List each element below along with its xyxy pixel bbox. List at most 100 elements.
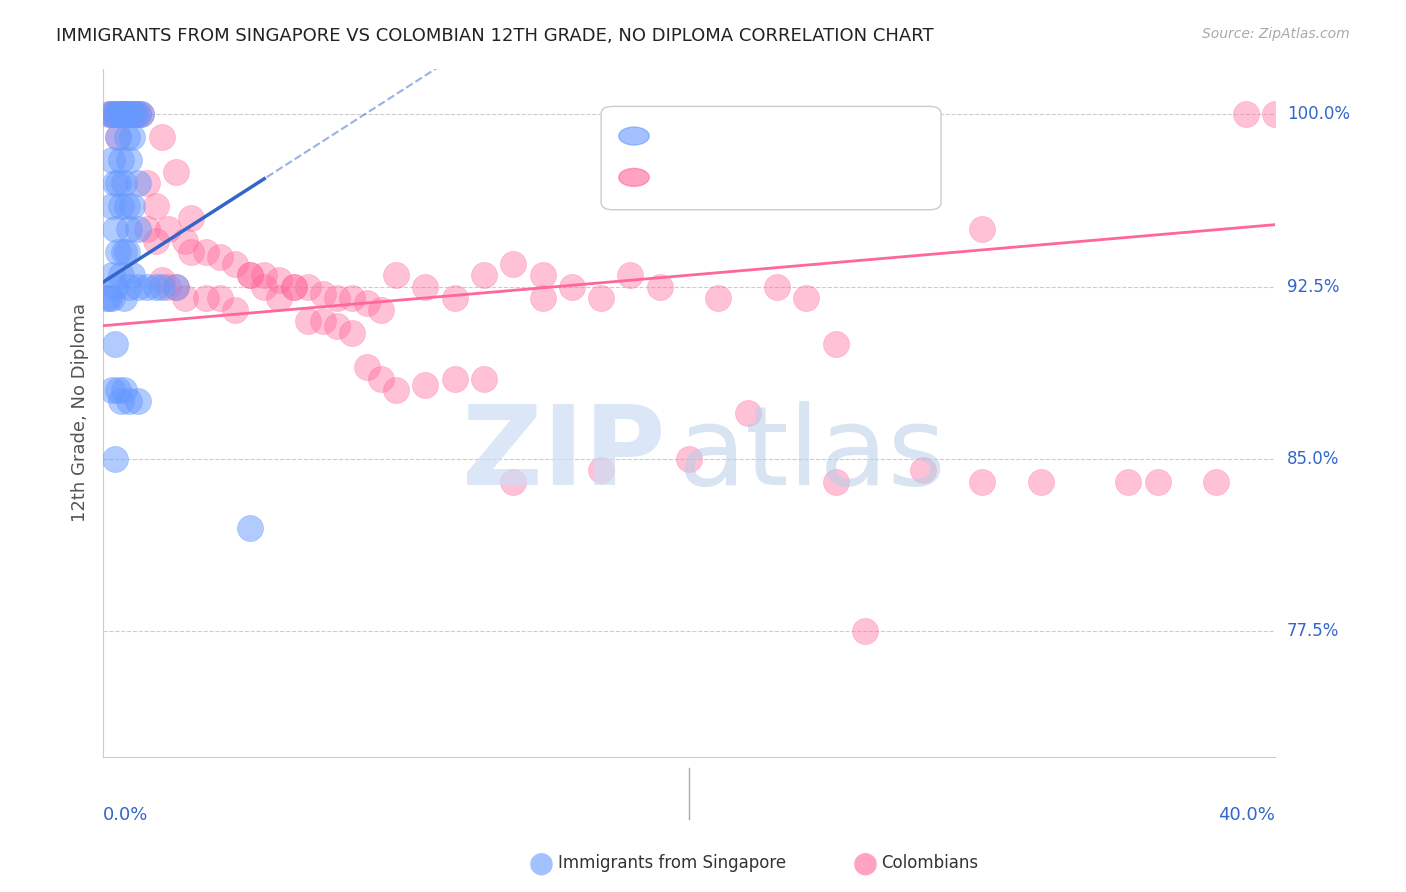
Point: [127, 107, 149, 121]
Point: [121, 107, 143, 121]
Point: [112, 107, 135, 121]
Text: ⬤: ⬤: [852, 852, 877, 875]
Point: [253, 279, 276, 293]
Point: [180, 211, 202, 225]
Point: [104, 107, 127, 121]
Point: [118, 107, 141, 121]
Point: [118, 394, 141, 409]
Point: [118, 279, 141, 293]
Point: [112, 291, 135, 305]
Point: [239, 521, 262, 535]
Point: [472, 268, 495, 283]
Point: [145, 234, 167, 248]
Point: [115, 107, 138, 121]
Point: [824, 475, 846, 489]
Point: [824, 337, 846, 351]
Point: [129, 107, 152, 121]
Point: [297, 314, 319, 328]
Point: [297, 279, 319, 293]
Point: [101, 199, 124, 213]
Text: 0.0%: 0.0%: [103, 805, 149, 823]
Point: [472, 371, 495, 385]
Point: [104, 107, 127, 121]
Point: [340, 291, 363, 305]
Point: [165, 279, 187, 293]
Point: [853, 624, 876, 639]
Point: [112, 107, 135, 121]
Point: [970, 475, 993, 489]
Point: [110, 107, 132, 121]
Point: [648, 279, 671, 293]
Point: [156, 279, 179, 293]
Text: Source: ZipAtlas.com: Source: ZipAtlas.com: [1202, 27, 1350, 41]
Point: [127, 222, 149, 236]
Point: [370, 302, 392, 317]
Point: [678, 451, 700, 466]
Point: [101, 107, 124, 121]
Point: [136, 279, 159, 293]
Point: [110, 199, 132, 213]
Text: 100.0%: 100.0%: [1286, 105, 1350, 123]
Point: [267, 273, 290, 287]
Point: [370, 371, 392, 385]
Point: [124, 107, 146, 121]
Point: [107, 245, 129, 260]
Point: [561, 279, 583, 293]
Point: [127, 107, 149, 121]
Point: [94, 291, 117, 305]
Circle shape: [619, 127, 650, 145]
Point: [150, 279, 173, 293]
Point: [101, 268, 124, 283]
Text: atlas: atlas: [678, 401, 946, 508]
Text: 77.5%: 77.5%: [1286, 622, 1339, 640]
Point: [1205, 475, 1227, 489]
Text: 92.5%: 92.5%: [1286, 277, 1339, 295]
Point: [110, 153, 132, 168]
Point: [129, 107, 152, 121]
Text: Colombians: Colombians: [882, 855, 979, 872]
Point: [112, 383, 135, 397]
Point: [737, 406, 759, 420]
Point: [356, 359, 378, 374]
Point: [385, 383, 408, 397]
Point: [110, 107, 132, 121]
Point: [127, 279, 149, 293]
Point: [101, 383, 124, 397]
Point: [531, 268, 554, 283]
Point: [136, 177, 159, 191]
Point: [165, 279, 187, 293]
Point: [136, 222, 159, 236]
Point: [1146, 475, 1168, 489]
Point: [312, 286, 335, 301]
Text: R = 0.213: R = 0.213: [665, 169, 756, 186]
Point: [127, 177, 149, 191]
Point: [415, 378, 437, 392]
Point: [283, 279, 305, 293]
Point: [253, 268, 276, 283]
Point: [531, 291, 554, 305]
Point: [766, 279, 789, 293]
Point: [1029, 475, 1052, 489]
Point: [150, 273, 173, 287]
Circle shape: [619, 169, 650, 186]
Point: [145, 279, 167, 293]
Point: [104, 222, 127, 236]
Point: [115, 130, 138, 145]
Point: [101, 291, 124, 305]
Point: [1234, 107, 1257, 121]
Point: [794, 291, 817, 305]
Text: ZIP: ZIP: [463, 401, 665, 508]
Point: [107, 107, 129, 121]
Point: [239, 268, 262, 283]
Point: [112, 245, 135, 260]
Point: [385, 268, 408, 283]
Point: [156, 222, 179, 236]
Text: 40.0%: 40.0%: [1218, 805, 1275, 823]
Point: [101, 153, 124, 168]
Point: [98, 107, 121, 121]
Point: [619, 268, 641, 283]
Point: [107, 177, 129, 191]
Point: [124, 107, 146, 121]
Point: [591, 463, 613, 477]
Point: [209, 291, 232, 305]
